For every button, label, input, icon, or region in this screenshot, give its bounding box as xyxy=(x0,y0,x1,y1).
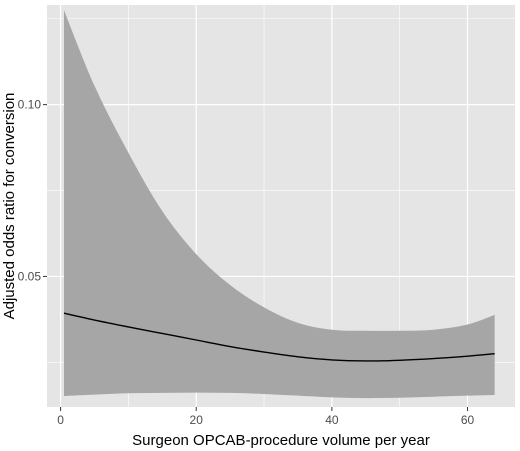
y-tick-label: 0.05 xyxy=(18,269,42,283)
y-axis: 0.05 0.10 xyxy=(18,98,47,283)
fit-line xyxy=(63,312,495,362)
x-tick-label: 60 xyxy=(461,413,475,427)
confidence-band xyxy=(63,10,495,399)
x-tick-label: 40 xyxy=(325,413,339,427)
x-axis-title: Surgeon OPCAB-procedure volume per year xyxy=(132,432,430,449)
x-tick-label: 20 xyxy=(190,413,204,427)
y-axis-title: Adjusted odds ratio for conversion xyxy=(1,93,18,320)
y-tick-label: 0.10 xyxy=(18,98,42,112)
x-axis: 0 20 40 60 xyxy=(57,407,475,427)
x-tick-label: 0 xyxy=(57,413,64,427)
